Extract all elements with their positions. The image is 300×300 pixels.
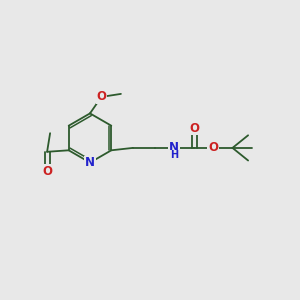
Text: O: O [96,90,106,104]
Text: O: O [208,141,218,154]
Text: O: O [189,122,200,135]
Text: N: N [169,141,179,154]
Text: H: H [170,150,178,161]
Text: N: N [85,156,95,169]
Text: O: O [42,165,52,178]
